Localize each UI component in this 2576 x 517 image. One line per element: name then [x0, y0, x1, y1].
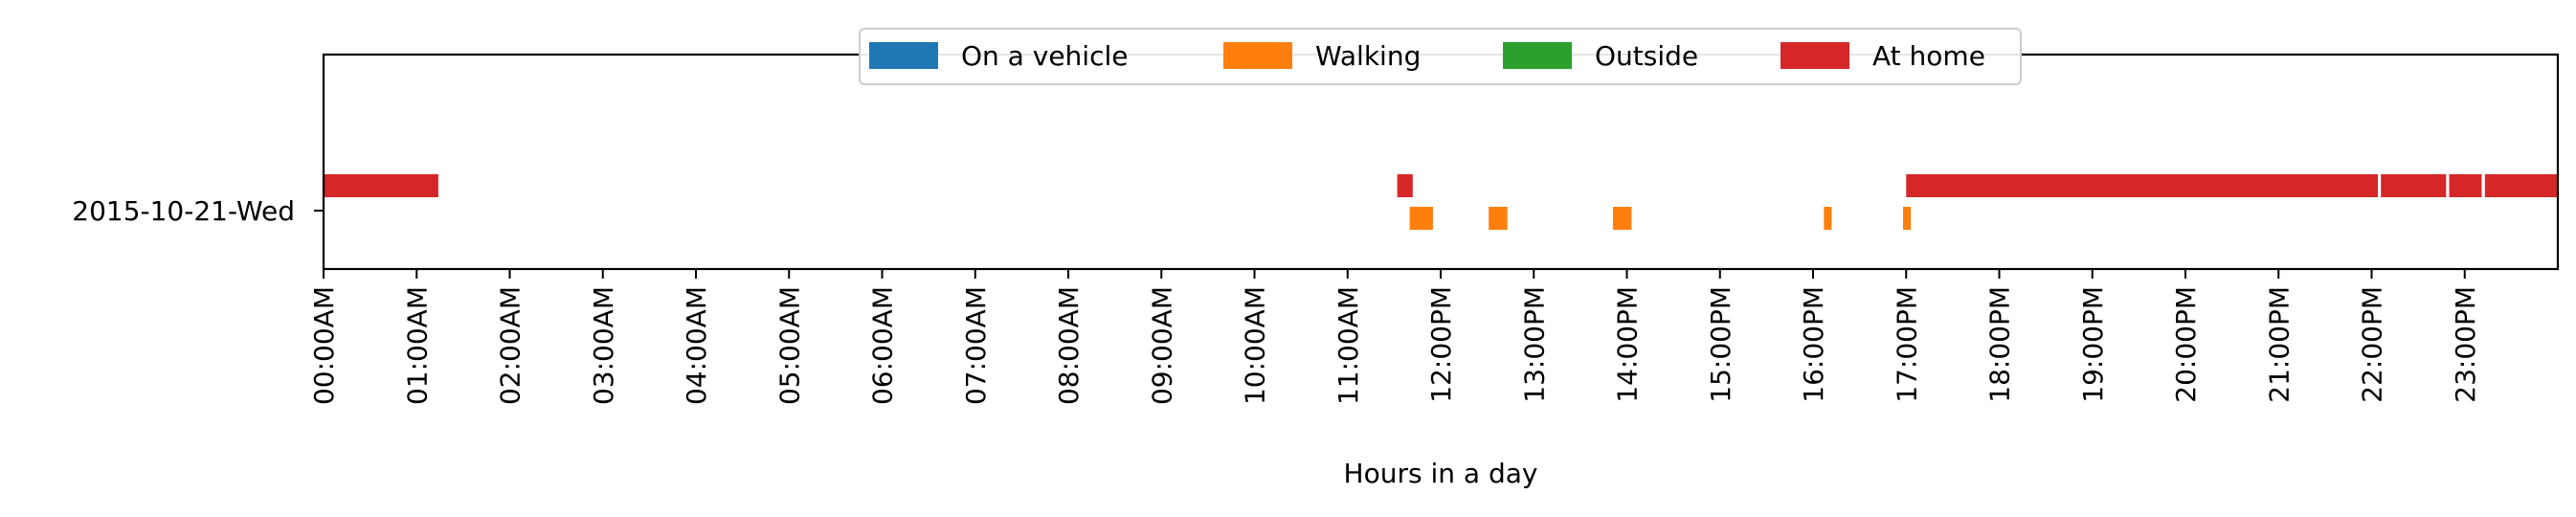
legend-label-at-home: At home [1872, 40, 1985, 72]
x-tick-label: 17:00PM [1891, 286, 1922, 403]
legend: On a vehicle Walking Outside At home [859, 28, 2022, 85]
bar-at-home [2449, 174, 2482, 197]
legend-box [859, 28, 2022, 85]
legend-label-outside: Outside [1595, 40, 1698, 72]
x-tick-label: 10:00AM [1240, 286, 1271, 405]
x-axis: 00:00AM 01:00AM 02:00AM 03:00AM 04:00AM 05:00… [308, 269, 2481, 405]
x-tick-label: 19:00PM [2077, 286, 2109, 403]
bar-walking [1409, 207, 1433, 230]
bar-at-home [324, 174, 438, 197]
x-tick-label: 15:00PM [1705, 286, 1736, 403]
x-tick-label: 03:00AM [588, 286, 619, 405]
x-tick-label: 13:00PM [1518, 286, 1550, 403]
y-axis: 2015-10-21-Wed [72, 195, 324, 227]
bar-at-home [1906, 174, 2378, 197]
legend-swatch-at-home [1781, 42, 1849, 69]
x-tick-label: 16:00PM [1798, 286, 1829, 403]
bar-walking [1824, 207, 1832, 230]
plot-frame [322, 53, 2560, 271]
activity-bars [324, 174, 2558, 230]
x-tick-label: 06:00AM [867, 286, 899, 405]
x-tick-label: 14:00PM [1612, 286, 1644, 403]
x-tick-label: 04:00AM [681, 286, 712, 405]
x-axis-label: Hours in a day [1344, 458, 1538, 489]
x-tick-label: 00:00AM [308, 286, 340, 405]
x-tick-label: 01:00AM [401, 286, 433, 405]
legend-swatch-outside [1503, 42, 1572, 69]
x-tick-label: 07:00AM [960, 286, 992, 405]
legend-swatch-walking [1223, 42, 1292, 69]
x-tick-label: 23:00PM [2450, 286, 2481, 403]
x-tick-label: 18:00PM [1984, 286, 2016, 403]
x-tick-label: 22:00PM [2357, 286, 2388, 403]
bar-walking [1903, 207, 1912, 230]
legend-swatch-on-a-vehicle [869, 42, 938, 69]
bar-walking [1612, 207, 1632, 230]
bar-walking [1489, 207, 1508, 230]
x-tick-label: 02:00AM [495, 286, 526, 405]
legend-label-on-a-vehicle: On a vehicle [961, 40, 1128, 72]
y-tick-label: 2015-10-21-Wed [72, 195, 295, 227]
bar-at-home [2381, 174, 2447, 197]
x-tick-label: 12:00PM [1425, 286, 1457, 403]
x-tick-label: 09:00AM [1146, 286, 1177, 405]
x-tick-label: 20:00PM [2170, 286, 2202, 403]
bar-at-home [1397, 174, 1413, 197]
x-tick-label: 05:00AM [773, 286, 805, 405]
bar-at-home [2484, 174, 2558, 197]
x-tick-label: 08:00AM [1053, 286, 1085, 405]
x-tick-label: 11:00AM [1333, 286, 1364, 405]
x-tick-label: 21:00PM [2263, 286, 2295, 403]
legend-label-walking: Walking [1315, 40, 1421, 72]
